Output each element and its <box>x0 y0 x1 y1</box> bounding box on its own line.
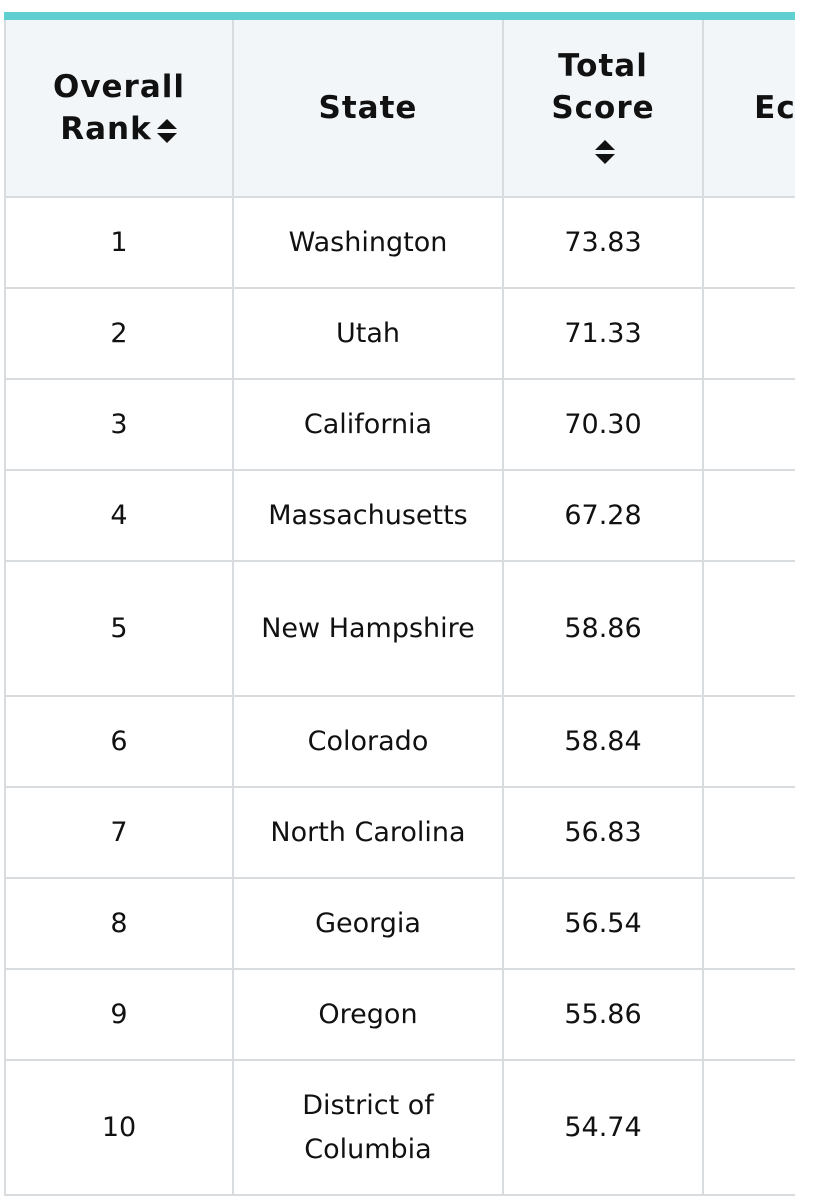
header-row: Overall Rank State Total Score Ec Ac <box>4 20 795 198</box>
rank-cell: 3 <box>4 378 234 471</box>
table-container: Overall Rank State Total Score Ec Ac 1Washi… <box>4 12 795 1200</box>
empty-cell <box>702 287 795 380</box>
state-cell: North Carolina <box>232 786 504 879</box>
state-cell: New Hampshire <box>232 560 504 697</box>
column-header[interactable]: Total Score <box>502 20 704 198</box>
table-row: 10 District of Columbia 54.74 <box>4 1059 795 1196</box>
rank-cell: 1 <box>4 196 234 289</box>
sort-icon[interactable] <box>156 118 178 144</box>
empty-cell <box>702 560 795 697</box>
rank-cell: 8 <box>4 877 234 970</box>
column-header[interactable]: Overall Rank <box>4 20 234 198</box>
state-cell: Massachusetts <box>232 469 504 562</box>
score-cell: 70.30 <box>502 378 704 471</box>
header-text: State <box>318 90 418 126</box>
sort-icon[interactable] <box>594 139 616 165</box>
column-header: Ec Ac <box>702 20 795 198</box>
table-row: 7 North Carolina 56.83 <box>4 786 795 879</box>
empty-cell <box>702 378 795 471</box>
state-cell: Colorado <box>232 695 504 788</box>
state-cell: Oregon <box>232 968 504 1061</box>
score-cell: 71.33 <box>502 287 704 380</box>
table-row: 6 Colorado 58.84 <box>4 695 795 788</box>
rank-cell: 7 <box>4 786 234 879</box>
rank-cell: 10 <box>4 1059 234 1196</box>
empty-cell <box>702 695 795 788</box>
accent-bar <box>4 12 795 20</box>
score-cell: 73.83 <box>502 196 704 289</box>
table-row: 9 Oregon 55.86 <box>4 968 795 1061</box>
state-cell: California <box>232 378 504 471</box>
score-cell: 55.86 <box>502 968 704 1061</box>
empty-cell <box>702 877 795 970</box>
empty-cell <box>702 196 795 289</box>
state-cell: Washington <box>232 196 504 289</box>
header-text: Total Score <box>551 48 655 126</box>
score-cell: 56.54 <box>502 877 704 970</box>
empty-cell <box>702 786 795 879</box>
table-row: 1 Washington 73.83 <box>4 196 795 289</box>
score-cell: 58.84 <box>502 695 704 788</box>
table-row: 8 Georgia 56.54 <box>4 877 795 970</box>
rank-cell: 5 <box>4 560 234 697</box>
column-header: State <box>232 20 504 198</box>
score-cell: 67.28 <box>502 469 704 562</box>
rank-cell: 2 <box>4 287 234 380</box>
state-cell: Georgia <box>232 877 504 970</box>
header-text: Ec Ac <box>754 90 795 126</box>
state-cell: Utah <box>232 287 504 380</box>
score-cell: 54.74 <box>502 1059 704 1196</box>
score-cell: 56.83 <box>502 786 704 879</box>
table-row: 5 New Hampshire 58.86 <box>4 560 795 697</box>
empty-cell <box>702 1059 795 1196</box>
header-text: Overall Rank <box>52 69 186 147</box>
rank-cell: 9 <box>4 968 234 1061</box>
empty-cell <box>702 469 795 562</box>
score-cell: 58.86 <box>502 560 704 697</box>
state-cell: District of Columbia <box>232 1059 504 1196</box>
empty-cell <box>702 968 795 1061</box>
rank-cell: 6 <box>4 695 234 788</box>
table-row: 3 California 70.30 <box>4 378 795 471</box>
table-row: 2 Utah 71.33 <box>4 287 795 380</box>
ranking-table: Overall Rank State Total Score Ec Ac 1Washi… <box>4 20 795 1196</box>
rank-cell: 4 <box>4 469 234 562</box>
table-row: 4 Massachusetts 67.28 <box>4 469 795 562</box>
